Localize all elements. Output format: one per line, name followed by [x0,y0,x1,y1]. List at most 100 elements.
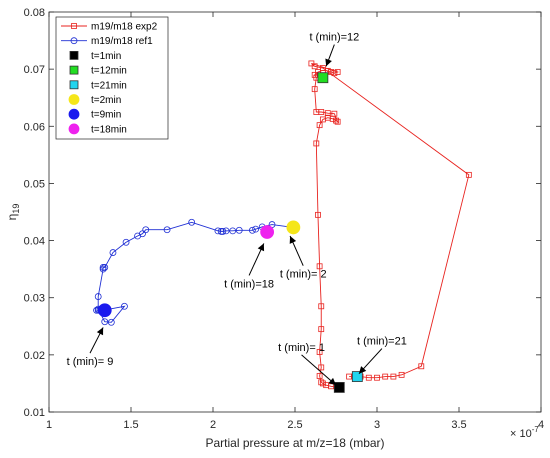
annotation-arrow-head [325,58,332,67]
data-point [465,171,472,178]
data-point [109,249,117,256]
data-point [101,264,109,271]
y-axis-label: η19 [5,204,21,221]
data-point [94,293,102,300]
axes-ticks: 1 1.5 2 2.5 3 3.5 4 0.01 0.02 0.03 0.04 0.05 0.06 0.0… [24,7,544,431]
legend-marker [69,51,79,60]
x-tick-label: 2.5 [287,419,302,431]
data-point [390,373,397,380]
data-point [328,69,334,75]
data-point [382,373,389,380]
highlight-point [260,225,275,239]
legend-item: t=21min [69,80,127,91]
y-tick-label: 0.08 [24,7,45,19]
data-point [318,326,325,333]
annotation-arrow-head [328,377,336,386]
data-point [252,225,260,233]
series-line [311,63,470,388]
legend-label: t=18min [91,124,127,135]
highlight-point [317,72,329,84]
annotation-text: t (min)=12 [309,32,359,44]
legend-item: t=18min [68,123,127,135]
legend-item: m19/m18 ref1 [61,36,153,47]
data-point [235,226,243,234]
annotation-text: t (min)= 9 [67,356,114,368]
legend-marker [68,94,80,105]
highlight-point [351,371,363,382]
data-point [324,110,331,117]
data-point [333,117,339,124]
annotation-text: t (min)= 2 [280,269,327,281]
data-point [311,63,318,70]
highlight-layer [97,72,363,393]
x-tick-label: 3 [374,419,380,431]
y-tick-label: 0.04 [24,236,45,248]
legend-marker [68,108,80,120]
data-point [316,122,323,129]
legend-item: t=2min [68,94,121,106]
data-point [319,65,326,71]
data-point [316,373,323,379]
data-point [101,318,109,326]
data-point [331,70,338,77]
annotation: t (min)= 2 [280,235,327,281]
data-point [316,263,323,270]
legend-label: t=2min [91,95,121,106]
annotation: t (min)= 9 [67,327,114,368]
data-point [214,227,222,235]
data-point [122,238,130,246]
data-point [311,86,318,93]
legend-item: m19/m18 exp2 [61,22,158,33]
data-point [398,371,405,378]
data-point [313,109,320,115]
legend-item: t=12min [69,66,127,77]
data-point [229,227,237,235]
x-tick-label: 1.5 [123,419,138,431]
annotation: t (min)=12 [309,32,359,67]
annotation-arrow-head [257,243,265,252]
x-tick-label: 2 [210,419,216,431]
legend-label: t=12min [91,66,127,77]
legend-label: m19/m18 ref1 [91,36,153,47]
data-point [99,264,107,271]
annotation-layer: t (min)=12 t (min)=21 t (min)= 1 t (min)= 2… [67,32,407,386]
data-point [318,303,325,310]
legend-label: t=1min [91,51,121,62]
data-point [374,374,380,381]
x-axis-exponent-power: -7 [532,425,540,434]
data-point [163,226,171,234]
y-tick-label: 0.05 [24,178,45,190]
annotation: t (min)= 1 [278,342,337,386]
data-point [346,373,353,380]
y-tick-label: 0.06 [24,121,45,133]
y-tick-label: 0.02 [24,350,45,362]
legend-marker [70,37,78,45]
data-point [418,363,425,370]
annotation-text: t (min)=18 [224,278,274,290]
data-point [99,265,107,273]
legend-label: t=9min [91,110,121,121]
data-point [331,110,338,117]
y-tick-label: 0.01 [24,407,45,419]
annotation-arrow-head [358,366,367,374]
data-point [315,211,321,218]
legend-marker [68,123,80,135]
highlight-point [333,382,345,393]
annotation: t (min)=18 [224,243,274,290]
data-point [319,380,326,387]
legend-marker [69,80,79,90]
x-tick-label: 1 [46,419,52,431]
data-point [334,69,341,75]
highlight-point [97,303,112,318]
y-axis-label-main: η [5,214,19,221]
x-axis-exponent: × 10-7 [510,425,539,440]
data-point [318,379,325,386]
x-tick-label: 4 [538,419,544,431]
legend-label: t=21min [91,80,127,91]
data-point [142,226,150,234]
annotation-text: t (min)=21 [357,336,407,348]
data-point [316,349,323,355]
x-axis-exponent-base: × 10 [510,428,532,440]
x-tick-label: 3.5 [451,419,466,431]
